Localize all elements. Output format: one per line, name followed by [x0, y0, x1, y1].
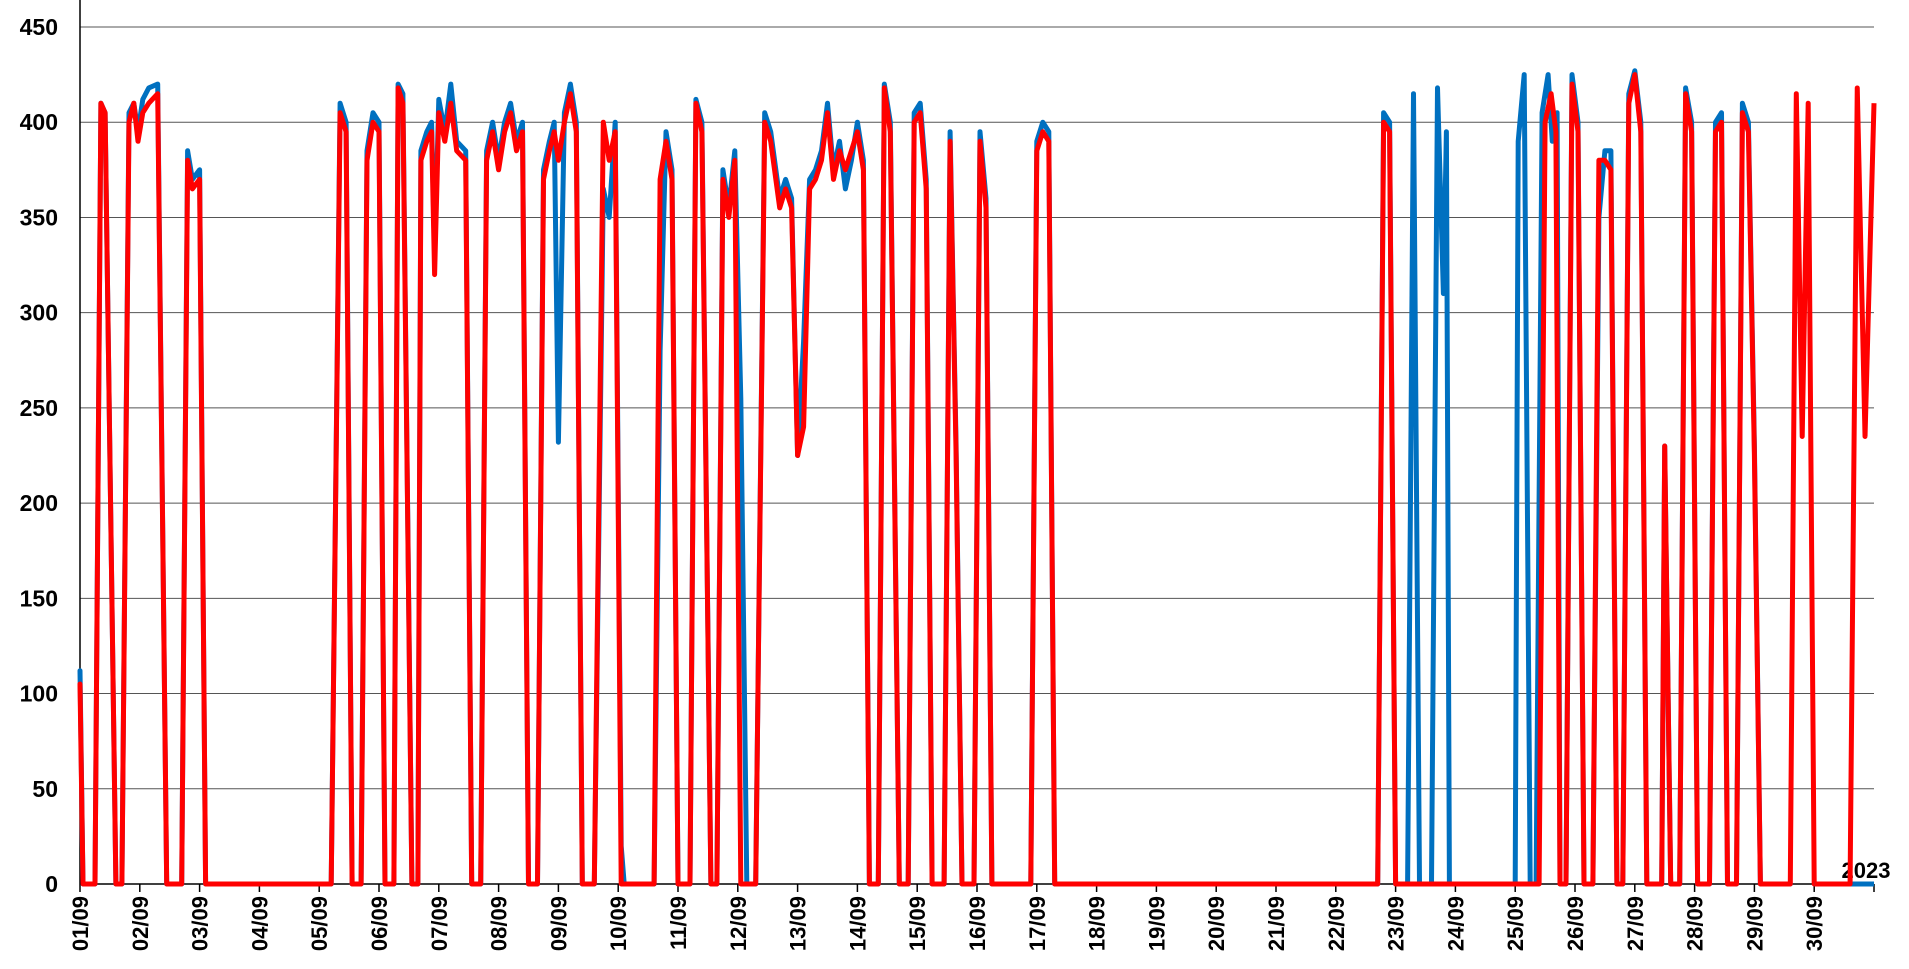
x-tick-label: 09/09	[546, 896, 571, 951]
x-tick-label: 07/09	[427, 896, 452, 951]
y-tick-label: 250	[20, 395, 58, 421]
x-tick-label: 11/09	[666, 896, 691, 950]
x-tick-label: 16/09	[965, 896, 990, 951]
x-tick-label: 12/09	[726, 896, 751, 951]
x-tick-label: 28/09	[1683, 896, 1708, 951]
x-tick-label: 26/09	[1563, 896, 1588, 951]
y-tick-label: 400	[20, 109, 58, 135]
y-tick-label: 150	[20, 585, 58, 611]
x-tick-label: 21/09	[1264, 896, 1289, 951]
x-tick-label: 22/09	[1324, 896, 1349, 951]
y-tick-label: 200	[20, 490, 58, 516]
x-tick-label: 05/09	[307, 896, 332, 951]
x-tick-label: 27/09	[1623, 896, 1648, 951]
x-tick-label: 23/09	[1384, 896, 1409, 951]
y-tick-label: 0	[45, 871, 58, 897]
y-tick-label: 350	[20, 204, 58, 230]
x-tick-label: 19/09	[1144, 896, 1169, 951]
x-tick-label: 17/09	[1025, 896, 1050, 951]
y-tick-label: 300	[20, 300, 58, 326]
x-tick-label: 18/09	[1085, 896, 1110, 951]
x-tick-label: 06/09	[367, 896, 392, 951]
x-tick-label: 10/09	[606, 896, 631, 951]
series-line-red-tail	[1814, 85, 1877, 887]
x-tick-label: 15/09	[905, 896, 930, 951]
x-tick-label: 02/09	[128, 896, 153, 951]
x-tick-label: 30/09	[1802, 896, 1827, 951]
series-lines	[77, 68, 1877, 887]
y-tick-label: 50	[32, 776, 58, 802]
series-line-red	[77, 72, 1817, 887]
y-axis: 0 50 100 150 200 250 300 350 400 450	[20, 0, 81, 897]
x-tick-label: 14/09	[845, 896, 870, 951]
x-tick-label: 13/09	[786, 896, 811, 951]
x-tick-label: 04/09	[247, 896, 272, 951]
x-tick-label: 03/09	[188, 896, 213, 951]
x-tick-label: 20/09	[1204, 896, 1229, 951]
x-tick-label: 29/09	[1742, 896, 1767, 951]
y-tick-label: 450	[20, 14, 58, 40]
x-tick-label: 24/09	[1443, 896, 1468, 951]
x-tick-label: 25/09	[1503, 896, 1528, 951]
x-tick-label: 01/09	[68, 896, 93, 951]
x-tick-label: 08/09	[487, 896, 512, 951]
y-tick-label: 100	[20, 681, 58, 707]
